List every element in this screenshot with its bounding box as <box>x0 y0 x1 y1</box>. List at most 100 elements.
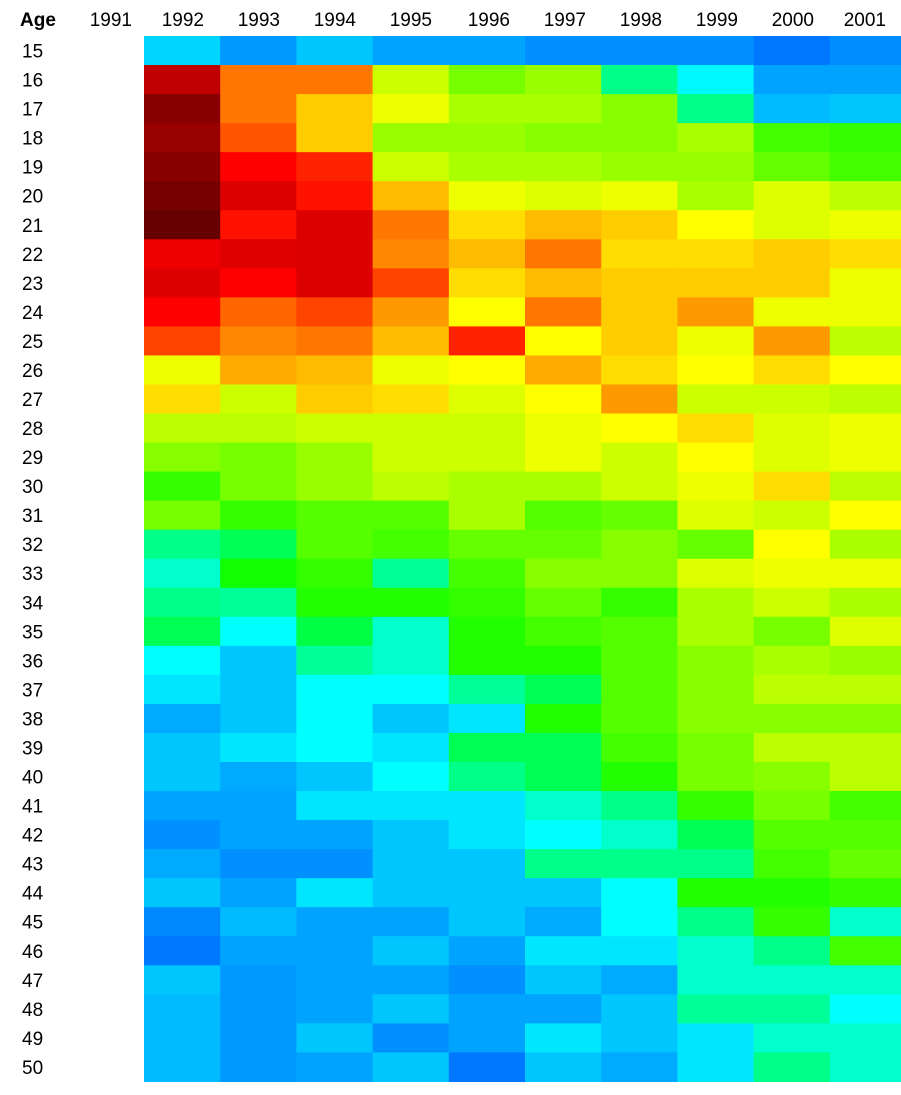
heatmap-cell-28-1993 <box>220 413 297 444</box>
heatmap-cell-17-2001 <box>829 94 901 124</box>
heatmap-cell-39-1993 <box>220 732 297 763</box>
age-label-34: 34 <box>22 593 44 614</box>
heatmap-cell-19-1995 <box>372 152 450 182</box>
heatmap-cell-17-1994 <box>296 94 374 124</box>
heatmap-cell-25-1997 <box>525 326 602 357</box>
age-label-38: 38 <box>22 709 43 730</box>
heatmap-cell-46-1998 <box>601 936 678 966</box>
heatmap-cell-49-1993 <box>220 1023 297 1053</box>
heatmap-cell-43-1997 <box>525 849 602 879</box>
age-label-25: 25 <box>22 332 43 353</box>
age-label-27: 27 <box>22 390 43 411</box>
heatmap-cell-39-1998 <box>601 732 678 763</box>
heatmap-cell-48-2001 <box>829 994 901 1024</box>
heatmap-cell-17-1992 <box>144 94 221 124</box>
heatmap-cell-29-1992 <box>144 442 221 473</box>
heatmap-cell-47-1995 <box>372 965 450 995</box>
heatmap-cell-48-2000 <box>753 994 831 1024</box>
heatmap-cell-36-1998 <box>601 645 678 676</box>
heatmap-cell-28-2001 <box>829 413 901 444</box>
age-label-24: 24 <box>22 303 44 324</box>
heatmap-cell-16-1993 <box>220 65 297 95</box>
heatmap-cell-33-1993 <box>220 558 297 589</box>
heatmap-cell-23-1995 <box>372 268 450 298</box>
heatmap-cell-22-1992 <box>144 239 221 269</box>
heatmap-cell-18-1992 <box>144 123 221 153</box>
heatmap-cell-40-1995 <box>372 762 450 792</box>
heatmap-cell-45-1996 <box>448 907 526 937</box>
heatmap-cell-32-1995 <box>372 529 450 560</box>
heatmap-cell-20-1999 <box>677 181 755 211</box>
heatmap-cell-18-2000 <box>753 123 831 153</box>
heatmap-cell-46-1995 <box>372 936 450 966</box>
heatmap-cell-46-1993 <box>220 936 297 966</box>
age-label-37: 37 <box>22 680 43 701</box>
heatmap-cell-41-1998 <box>601 791 678 821</box>
heatmap-cell-45-1994 <box>296 907 374 937</box>
heatmap-cell-28-1994 <box>296 413 374 444</box>
year-label-1993: 1993 <box>238 10 280 31</box>
heatmap-cell-26-1998 <box>601 355 678 386</box>
heatmap-cell-32-1993 <box>220 529 297 560</box>
heatmap-cell-48-1992 <box>144 994 221 1024</box>
heatmap-cell-31-2000 <box>753 500 831 531</box>
age-label-42: 42 <box>22 826 43 847</box>
heatmap-cell-16-1996 <box>448 65 526 95</box>
heatmap-cell-37-1996 <box>448 674 526 705</box>
heatmap-cell-36-1995 <box>372 645 450 676</box>
heatmap-cell-39-1992 <box>144 732 221 763</box>
heatmap-cell-38-1997 <box>525 703 602 734</box>
heatmap-cell-42-1993 <box>220 820 297 850</box>
heatmap-cell-48-1998 <box>601 994 678 1024</box>
heatmap-cell-50-1996 <box>448 1052 526 1083</box>
heatmap-cell-46-1996 <box>448 936 526 966</box>
heatmap-cell-26-1999 <box>677 355 755 386</box>
heatmap-cell-19-1999 <box>677 152 755 182</box>
heatmap-cell-30-1994 <box>296 471 374 502</box>
heatmap-cell-34-1995 <box>372 587 450 618</box>
heatmap-cell-37-2000 <box>753 674 831 705</box>
heatmap-cell-32-2000 <box>753 529 831 560</box>
age-label-49: 49 <box>22 1029 43 1050</box>
heatmap-cell-48-1993 <box>220 994 297 1024</box>
heatmap-cell-50-1993 <box>220 1052 297 1083</box>
heatmap-cell-24-1994 <box>296 297 374 327</box>
heatmap-cell-50-2000 <box>753 1052 831 1083</box>
heatmap-cell-47-1996 <box>448 965 526 995</box>
heatmap-cell-24-1993 <box>220 297 297 327</box>
heatmap-cell-39-1999 <box>677 732 755 763</box>
heatmap-cell-45-1995 <box>372 907 450 937</box>
heatmap-cell-43-1995 <box>372 849 450 879</box>
heatmap-cell-18-1996 <box>448 123 526 153</box>
heatmap-cell-45-2000 <box>753 907 831 937</box>
age-labels: 15 16 17 18 19 20 21 22 23 24 25 26 27 28 29 30 31 32 33 34… <box>22 42 44 1079</box>
heatmap-cell-40-1992 <box>144 762 221 792</box>
heatmap-cell-18-1994 <box>296 123 374 153</box>
age-label-21: 21 <box>22 216 43 237</box>
heatmap-cell-18-1997 <box>525 123 602 153</box>
heatmap-cell-41-1995 <box>372 791 450 821</box>
heatmap-cell-40-1993 <box>220 762 297 792</box>
heatmap-cell-34-1999 <box>677 587 755 618</box>
heatmap-cell-44-1999 <box>677 878 755 908</box>
heatmap-cell-38-2000 <box>753 703 831 734</box>
heatmap-cell-33-1996 <box>448 558 526 589</box>
heatmap-cell-22-1997 <box>525 239 602 269</box>
heatmap-cell-47-1993 <box>220 965 297 995</box>
heatmap-cell-21-1998 <box>601 210 678 240</box>
heatmap-cell-41-1992 <box>144 791 221 821</box>
heatmap-cell-15-1993 <box>220 36 297 66</box>
age-label-18: 18 <box>22 129 43 150</box>
heatmap-cell-45-1993 <box>220 907 297 937</box>
heatmap-cell-21-1992 <box>144 210 221 240</box>
heatmap-cell-47-2001 <box>829 965 901 995</box>
heatmap-cell-38-1995 <box>372 703 450 734</box>
heatmap-cell-21-1997 <box>525 210 602 240</box>
heatmap-cell-26-1993 <box>220 355 297 386</box>
heatmap-cell-19-1994 <box>296 152 374 182</box>
heatmap-cell-28-1995 <box>372 413 450 444</box>
heatmap-cell-19-1998 <box>601 152 678 182</box>
heatmap-cell-29-1993 <box>220 442 297 473</box>
heatmap-cell-35-1998 <box>601 616 678 647</box>
heatmap-cell-22-1999 <box>677 239 755 269</box>
